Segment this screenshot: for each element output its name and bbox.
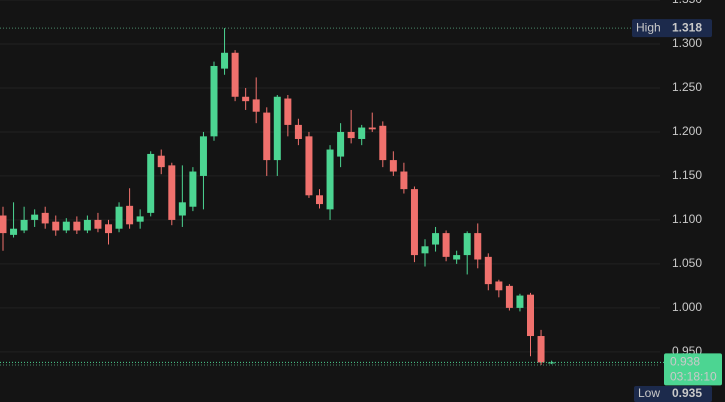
candle-body (379, 125, 387, 161)
candle-body (189, 171, 197, 207)
candle-body (305, 136, 313, 196)
y-tick-label: 1.000 (672, 300, 702, 314)
candle-body (83, 219, 91, 231)
candle-body (347, 131, 355, 139)
candle-body (105, 224, 112, 234)
last-price-value: 0.938 (670, 355, 700, 369)
high-label-bg (632, 19, 712, 38)
candle-body (442, 233, 450, 257)
candle-body (147, 153, 155, 213)
candle-body (400, 171, 408, 190)
y-tick-label: 1.200 (672, 124, 702, 138)
candle-body (495, 281, 503, 291)
candle-body (20, 219, 28, 231)
high-value: 1.318 (672, 20, 702, 34)
candle-body (210, 65, 218, 137)
candle-body (421, 246, 429, 254)
candle-body (316, 195, 323, 205)
candle-body (453, 255, 461, 260)
candle-body (252, 99, 260, 112)
low-value: 0.935 (672, 386, 702, 400)
candle-body (52, 221, 60, 231)
candle-body (221, 52, 229, 69)
y-tick-label: 1.300 (672, 36, 702, 50)
high-label: High (636, 20, 661, 34)
candle-body (231, 52, 239, 97)
candle-body (62, 221, 70, 231)
candle-body (505, 285, 513, 308)
candle-body (73, 221, 81, 231)
candle-body (516, 295, 524, 308)
candle-body (94, 219, 102, 229)
candle-body (484, 256, 492, 285)
candle-body (337, 131, 345, 157)
last-price-bg (664, 353, 722, 386)
candle-body (474, 233, 482, 260)
candle-body (10, 228, 18, 235)
low-label: Low (638, 386, 660, 400)
candle-body (389, 160, 397, 172)
candle-body (273, 96, 281, 161)
y-tick-label: 1.050 (672, 256, 702, 270)
y-tick-label: 1.150 (672, 168, 702, 182)
candle-body (548, 362, 556, 364)
candle-body (294, 124, 302, 139)
candle-body (284, 98, 292, 125)
candle-body (326, 149, 334, 210)
candle-body (157, 155, 165, 168)
candle-body (0, 215, 7, 234)
countdown: 03:18:10 (670, 370, 717, 384)
candle-body (115, 206, 123, 229)
candle-body (126, 205, 134, 225)
y-tick-label: 1.100 (672, 212, 702, 226)
candle-body (432, 233, 440, 245)
candle-body (136, 216, 144, 222)
candle-body (537, 336, 545, 363)
candle-body (41, 212, 49, 224)
y-tick-label: 1.350 (672, 0, 702, 6)
y-tick-label: 1.250 (672, 80, 702, 94)
candle-body (178, 202, 186, 216)
candle-body (358, 127, 366, 139)
candle-body (463, 233, 471, 256)
candle-body (263, 112, 271, 161)
candle-body (368, 127, 376, 130)
candle-body (527, 294, 534, 337)
candle-body (168, 165, 176, 220)
low-label-bg (634, 386, 712, 402)
candle-body (199, 136, 207, 176)
candle-body (31, 214, 39, 220)
candle-body (242, 96, 250, 102)
candle-body (410, 189, 418, 256)
